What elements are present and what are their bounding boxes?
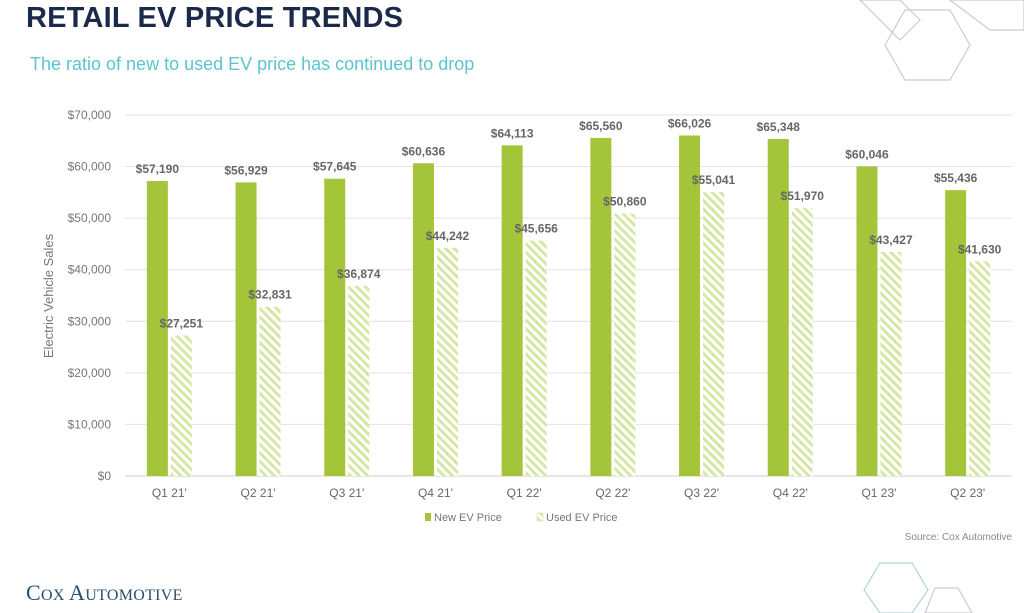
legend-swatch-new [425, 513, 431, 521]
data-label: $45,656 [514, 222, 558, 236]
y-tick-label: $50,000 [68, 211, 112, 225]
y-tick-label: $10,000 [68, 417, 112, 431]
bar-new-ev-price [235, 182, 257, 477]
x-tick-label: Q2 21' [241, 486, 276, 500]
bar-new-ev-price [590, 137, 612, 477]
legend-label-used: Used EV Price [546, 512, 618, 524]
data-label: $32,831 [248, 288, 292, 302]
bar-new-ev-price [856, 166, 878, 476]
page-subtitle: The ratio of new to used EV price has co… [30, 54, 475, 74]
legend-label-new: New EV Price [434, 512, 502, 524]
bar-new-ev-price [146, 181, 168, 477]
data-label: $44,242 [426, 229, 470, 243]
data-label: $66,026 [668, 116, 712, 130]
data-label: $43,427 [869, 233, 913, 247]
x-tick-label: Q2 23' [950, 486, 985, 500]
data-label: $56,929 [224, 163, 268, 177]
legend: New EV Price Used EV Price [425, 512, 618, 524]
bar-used-ev-price [436, 247, 458, 476]
data-label: $57,645 [313, 160, 357, 174]
x-tick-label: Q1 21' [152, 486, 187, 500]
y-tick-label: $40,000 [68, 263, 112, 277]
bar-used-ev-price [703, 192, 725, 477]
y-tick-label: $20,000 [68, 366, 112, 380]
bar-used-ev-price [880, 252, 902, 476]
x-tick-label: Q1 23' [861, 486, 896, 500]
x-tick-label: Q1 22' [507, 486, 542, 500]
bar-used-ev-price [614, 213, 636, 477]
data-label: $60,636 [402, 144, 446, 158]
x-tick-label: Q3 22' [684, 486, 719, 500]
bar-used-ev-price [348, 285, 370, 476]
bar-used-ev-price [969, 261, 991, 476]
bar-new-ev-price [679, 135, 701, 476]
bar-new-ev-price [945, 190, 967, 476]
x-tick-label: Q4 21' [418, 486, 453, 500]
bar-new-ev-price [767, 138, 789, 476]
x-tick-label: Q4 22' [773, 486, 808, 500]
bar-new-ev-price [324, 178, 346, 477]
data-label: $55,436 [934, 171, 978, 185]
y-tick-label: $0 [98, 469, 112, 483]
cox-automotive-logo: COX AUTOMOTIVE [26, 580, 183, 605]
data-label: $36,874 [337, 267, 381, 281]
y-tick-label: $70,000 [68, 108, 112, 122]
bar-new-ev-price [501, 145, 523, 476]
bar-used-ev-price [525, 240, 547, 476]
bar-new-ev-price [412, 163, 434, 476]
source-note: Source: Cox Automotive [904, 532, 1012, 543]
data-label: $65,348 [757, 120, 801, 134]
y-axis-label: Electric Vehicle Sales [41, 233, 56, 358]
data-label: $51,970 [781, 189, 825, 203]
y-tick-label: $60,000 [68, 160, 112, 174]
legend-swatch-used [536, 512, 544, 522]
page-title: RETAIL EV PRICE TRENDS [26, 2, 404, 34]
data-label: $55,041 [692, 173, 736, 187]
y-tick-label: $30,000 [68, 314, 112, 328]
x-tick-label: Q2 22' [595, 486, 630, 500]
data-label: $50,860 [603, 195, 647, 209]
data-label: $60,046 [845, 147, 889, 161]
x-tick-label: Q3 21' [329, 486, 364, 500]
data-label: $65,560 [579, 119, 623, 133]
bar-used-ev-price [170, 335, 192, 476]
data-label: $27,251 [160, 316, 204, 330]
bar-used-ev-price [259, 306, 281, 476]
data-label: $64,113 [491, 126, 534, 140]
data-label: $57,190 [136, 162, 180, 176]
data-label: $41,630 [958, 242, 1002, 256]
bar-used-ev-price [791, 207, 813, 477]
